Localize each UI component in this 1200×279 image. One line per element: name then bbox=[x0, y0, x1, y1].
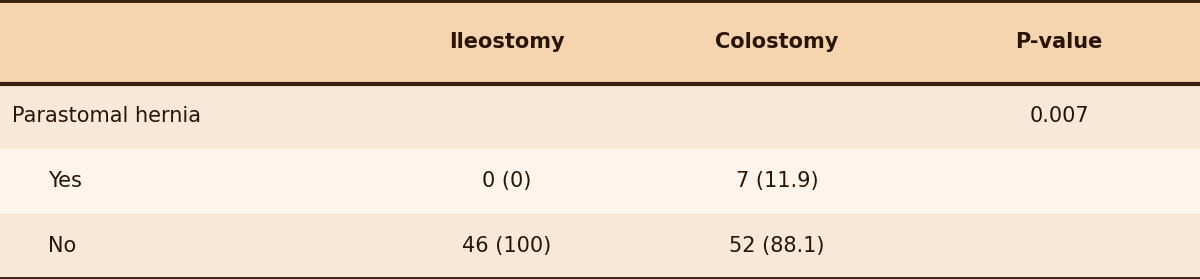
Text: Parastomal hernia: Parastomal hernia bbox=[12, 106, 202, 126]
Bar bbox=[0, 214, 1200, 279]
Text: No: No bbox=[48, 236, 77, 256]
Text: P-value: P-value bbox=[1015, 32, 1103, 52]
Text: 0.007: 0.007 bbox=[1030, 106, 1088, 126]
Text: 52 (88.1): 52 (88.1) bbox=[730, 236, 824, 256]
Text: 0 (0): 0 (0) bbox=[482, 171, 532, 191]
Bar bbox=[0, 149, 1200, 214]
Text: Ileostomy: Ileostomy bbox=[449, 32, 565, 52]
Bar bbox=[0, 84, 1200, 149]
Text: 46 (100): 46 (100) bbox=[462, 236, 552, 256]
Text: Yes: Yes bbox=[48, 171, 82, 191]
Text: Colostomy: Colostomy bbox=[715, 32, 839, 52]
Text: 7 (11.9): 7 (11.9) bbox=[736, 171, 818, 191]
Bar bbox=[0, 0, 1200, 84]
